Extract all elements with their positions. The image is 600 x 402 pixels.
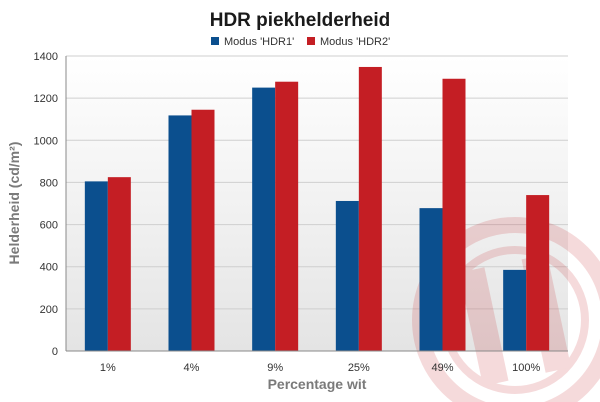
x-tick-label: 25%: [348, 362, 370, 374]
bar-hdr2: [191, 109, 215, 351]
bar-hdr1: [503, 269, 527, 351]
chart-title: HDR piekhelderheid: [210, 10, 391, 31]
y-tick-label: 200: [40, 304, 58, 316]
x-tick-label: 100%: [512, 362, 540, 374]
gridlines: [66, 55, 568, 310]
x-axis-ticks: 1% 4% 9% 25% 49% 100%: [100, 362, 541, 374]
bars: [84, 66, 550, 352]
bar-hdr2: [442, 78, 466, 351]
x-tick-label: 9%: [267, 362, 283, 374]
y-tick-label: 1400: [34, 51, 58, 63]
bar-hdr2: [526, 195, 550, 351]
bar-hdr1: [252, 87, 276, 351]
bar-hdr1: [335, 200, 359, 351]
y-axis-title: Helderheid (cd/m²): [6, 142, 22, 265]
y-tick-label: 800: [40, 177, 58, 189]
bar-hdr1: [84, 181, 108, 351]
y-tick-label: 0: [52, 346, 58, 358]
legend: Modus 'HDR1' Modus 'HDR2': [211, 36, 390, 48]
y-tick-label: 400: [40, 262, 58, 274]
bar-hdr2: [275, 81, 299, 351]
bar-hdr2: [107, 177, 131, 351]
legend-label: Modus 'HDR2': [320, 36, 390, 48]
bar-hdr2: [358, 66, 382, 351]
y-tick-label: 600: [40, 220, 58, 232]
y-tick-label: 1200: [34, 93, 58, 105]
x-tick-label: 49%: [431, 362, 453, 374]
y-axis-ticks: 0 200 400 600 800 1000 1200 1400: [34, 51, 58, 358]
y-tick-label: 1000: [34, 135, 58, 147]
legend-swatch: [211, 37, 219, 45]
bar-hdr1: [419, 208, 443, 351]
x-axis-title: Percentage wit: [268, 376, 367, 392]
legend-label: Modus 'HDR1': [224, 36, 294, 48]
plot-area: [66, 56, 568, 351]
x-tick-label: 1%: [100, 362, 116, 374]
bar-hdr1: [168, 115, 192, 352]
x-tick-label: 4%: [184, 362, 200, 374]
legend-swatch: [307, 37, 315, 45]
